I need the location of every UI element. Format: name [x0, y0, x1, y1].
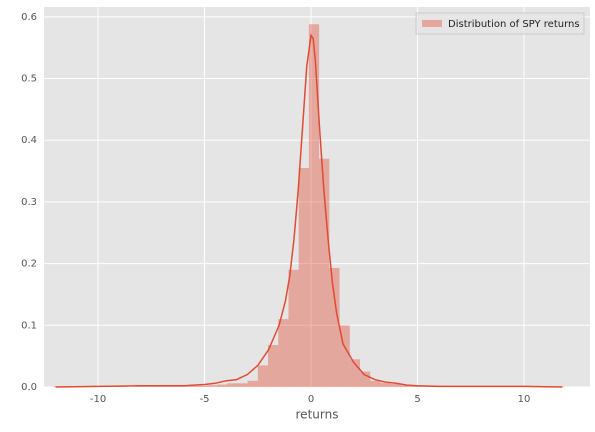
histogram-bar	[390, 383, 401, 387]
x-tick-label: 5	[414, 394, 420, 405]
x-axis-label: returns	[296, 408, 339, 422]
histogram-bar	[339, 325, 350, 387]
y-tick-label: 0.1	[21, 320, 37, 331]
histogram-bar	[329, 267, 340, 387]
x-tick-label: 0	[308, 394, 314, 405]
histogram-bar	[247, 380, 258, 387]
histogram-bar	[196, 385, 207, 387]
histogram-bar	[349, 359, 361, 387]
histogram-bar	[298, 168, 309, 387]
histogram-bar	[308, 24, 320, 387]
x-tick-label: -5	[200, 394, 210, 405]
x-tick-label: 10	[518, 394, 531, 405]
histogram-bar	[319, 158, 330, 387]
histogram-bar	[165, 386, 177, 387]
histogram-bar	[155, 386, 166, 387]
histogram-bar	[216, 384, 228, 387]
histogram-bar	[288, 269, 299, 387]
y-tick-label: 0.4	[21, 135, 37, 146]
legend-swatch	[422, 20, 442, 27]
histogram-bar	[370, 380, 381, 387]
y-tick-label: 0.2	[21, 259, 37, 270]
histogram-bar	[278, 319, 289, 387]
histogram-bar	[268, 345, 279, 387]
legend-label: Distribution of SPY returns	[448, 19, 580, 30]
histogram-bar	[186, 385, 197, 387]
histogram-bar	[257, 365, 269, 387]
histogram-bar	[227, 383, 238, 387]
histogram-bar	[400, 385, 412, 387]
legend-box	[415, 12, 585, 35]
y-tick-label: 0.0	[21, 382, 37, 393]
plot-background	[44, 7, 590, 387]
y-tick-label: 0.3	[21, 197, 37, 208]
histogram-bar	[237, 383, 248, 387]
y-tick-label: 0.5	[21, 74, 37, 85]
histogram-bar	[135, 386, 146, 387]
x-tick-label: -10	[90, 394, 106, 405]
histogram-bar	[145, 386, 156, 387]
histogram-bar	[380, 382, 391, 387]
histogram-bar	[206, 385, 217, 387]
histogram-bar	[360, 371, 371, 387]
y-tick-label: 0.6	[21, 12, 37, 23]
kde-line	[55, 33, 563, 388]
